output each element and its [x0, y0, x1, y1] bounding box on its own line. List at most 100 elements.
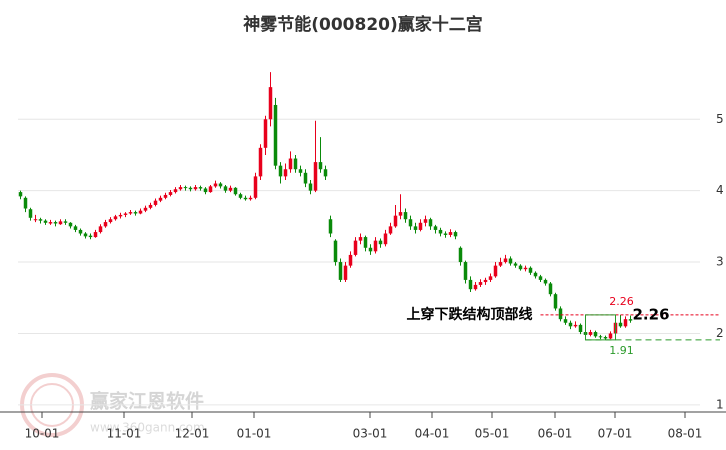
candle-body [443, 233, 448, 235]
candle-body [283, 169, 288, 177]
candle-body [623, 319, 628, 327]
candle-body [243, 197, 248, 200]
candle-body [593, 332, 598, 337]
candle-body [483, 279, 488, 283]
candle-body [468, 279, 473, 290]
candle-body [363, 237, 368, 248]
candle-body [523, 267, 528, 270]
candle-body [423, 219, 428, 223]
candle-body [458, 247, 463, 263]
candle-body [473, 284, 478, 290]
candle-body [43, 220, 48, 223]
candle-body [538, 276, 543, 280]
candle-body [98, 226, 103, 233]
candle-body [293, 158, 298, 170]
candle-body [513, 263, 518, 266]
candle-body [253, 176, 258, 198]
candle-body [108, 219, 113, 223]
candle-body [158, 197, 163, 201]
candle-body [143, 207, 148, 211]
candle-body [168, 192, 173, 195]
candle-body [608, 333, 613, 339]
watermark-url: www.360gann.com [90, 421, 205, 435]
candle-body [418, 222, 423, 230]
candle-body [548, 283, 553, 295]
candle-body [113, 216, 118, 220]
candle-body [508, 258, 513, 264]
candle-body [258, 147, 263, 177]
candle-body [498, 262, 503, 266]
candle-body [383, 233, 388, 245]
x-tick-label: 10-01 [25, 427, 60, 441]
candle-body [133, 212, 138, 214]
candle-body [503, 258, 508, 263]
candle-body [23, 197, 28, 209]
candle-body [18, 192, 23, 197]
candle-body [273, 104, 278, 166]
candle-body [288, 158, 293, 170]
candle-body [308, 183, 313, 191]
candle-body [203, 188, 208, 193]
x-tick-label: 12-01 [175, 427, 210, 441]
candle-body [573, 324, 578, 327]
candle-body [138, 210, 143, 214]
candle-body [48, 222, 53, 224]
candle-body [58, 221, 63, 225]
candle-body [413, 226, 418, 230]
candle-body [353, 240, 358, 255]
x-tick-label: 07-01 [598, 427, 633, 441]
candle-body [408, 219, 413, 227]
candle-body [488, 276, 493, 280]
candle-body [568, 322, 573, 327]
candle-body [403, 212, 408, 220]
candle-body [478, 282, 483, 285]
candle-body [178, 187, 183, 190]
x-tick-label: 05-01 [475, 427, 510, 441]
candle-body [378, 240, 383, 245]
candle-body [438, 229, 443, 234]
candle-body [188, 187, 193, 190]
candle-body [163, 194, 168, 198]
candle-body [208, 186, 213, 193]
y-tick-label: 2 [716, 326, 724, 340]
candle-body [493, 265, 498, 277]
candle-body [103, 222, 108, 227]
candle-body [533, 272, 538, 277]
candle-body [313, 162, 318, 191]
candle-body [343, 265, 348, 280]
candle-body [368, 247, 373, 252]
candle-body [558, 308, 563, 320]
candle-body [128, 212, 133, 214]
candle-body [303, 172, 308, 184]
x-tick-label: 03-01 [353, 427, 388, 441]
candle-body [183, 187, 188, 189]
candle-body [398, 212, 403, 216]
candle-body [628, 319, 633, 321]
y-tick-label: 5 [716, 112, 724, 126]
candle-body [598, 336, 603, 338]
candle-body [238, 194, 243, 198]
candle-body [518, 265, 523, 270]
candle-body [78, 229, 83, 234]
candle-body [373, 240, 378, 252]
candle-body [543, 279, 548, 284]
candle-body [148, 204, 153, 208]
chart-title: 神雾节能(000820)赢家十二宫 [243, 14, 483, 35]
candle-body [278, 165, 283, 177]
candle-body [298, 169, 303, 173]
candle-body [453, 232, 458, 237]
y-tick-label: 4 [716, 183, 724, 197]
candle-body [88, 235, 93, 238]
candle-body [83, 233, 88, 237]
candle-body [563, 319, 568, 323]
x-tick-label: 08-01 [668, 427, 703, 441]
candle-body [53, 222, 58, 224]
candle-body [153, 200, 158, 205]
candle-body [463, 262, 468, 280]
level-box [585, 314, 616, 341]
candle-body [93, 232, 98, 238]
candle-body [218, 183, 223, 187]
candle-body [338, 262, 343, 280]
candle-body [388, 226, 393, 234]
